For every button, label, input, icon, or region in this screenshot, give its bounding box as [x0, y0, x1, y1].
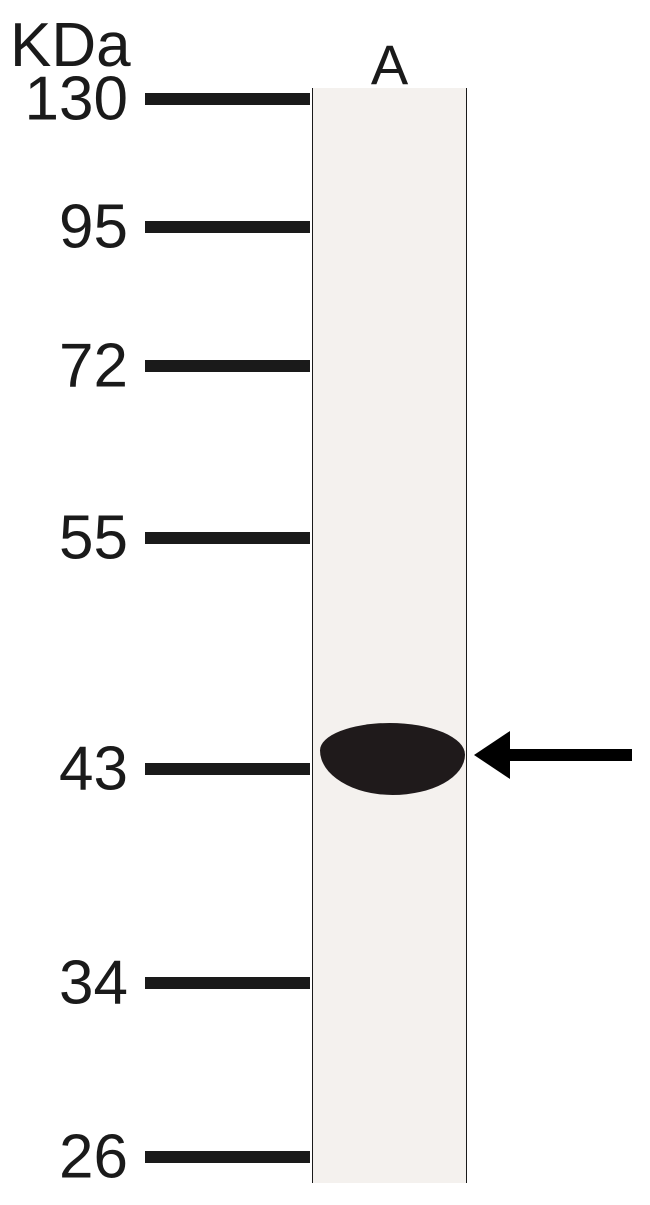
band-arrow-shaft [507, 749, 632, 761]
ladder-label-34: 34 [59, 948, 128, 1019]
ladder-tick-34 [145, 977, 310, 989]
ladder-label-26: 26 [59, 1122, 128, 1193]
ladder-tick-130 [145, 93, 310, 105]
ladder-tick-55 [145, 532, 310, 544]
lane-a [312, 88, 467, 1183]
lane-a-label: A [371, 32, 408, 97]
ladder-label-130: 130 [25, 64, 128, 135]
ladder-tick-43 [145, 763, 310, 775]
ladder-tick-72 [145, 360, 310, 372]
ladder-tick-95 [145, 221, 310, 233]
western-blot-figure: A KDa 130957255433426 [0, 0, 650, 1205]
ladder-label-72: 72 [59, 331, 128, 402]
ladder-label-43: 43 [59, 734, 128, 805]
band-arrow-head [474, 731, 510, 779]
ladder-tick-26 [145, 1151, 310, 1163]
ladder-label-95: 95 [59, 192, 128, 263]
ladder-label-55: 55 [59, 503, 128, 574]
